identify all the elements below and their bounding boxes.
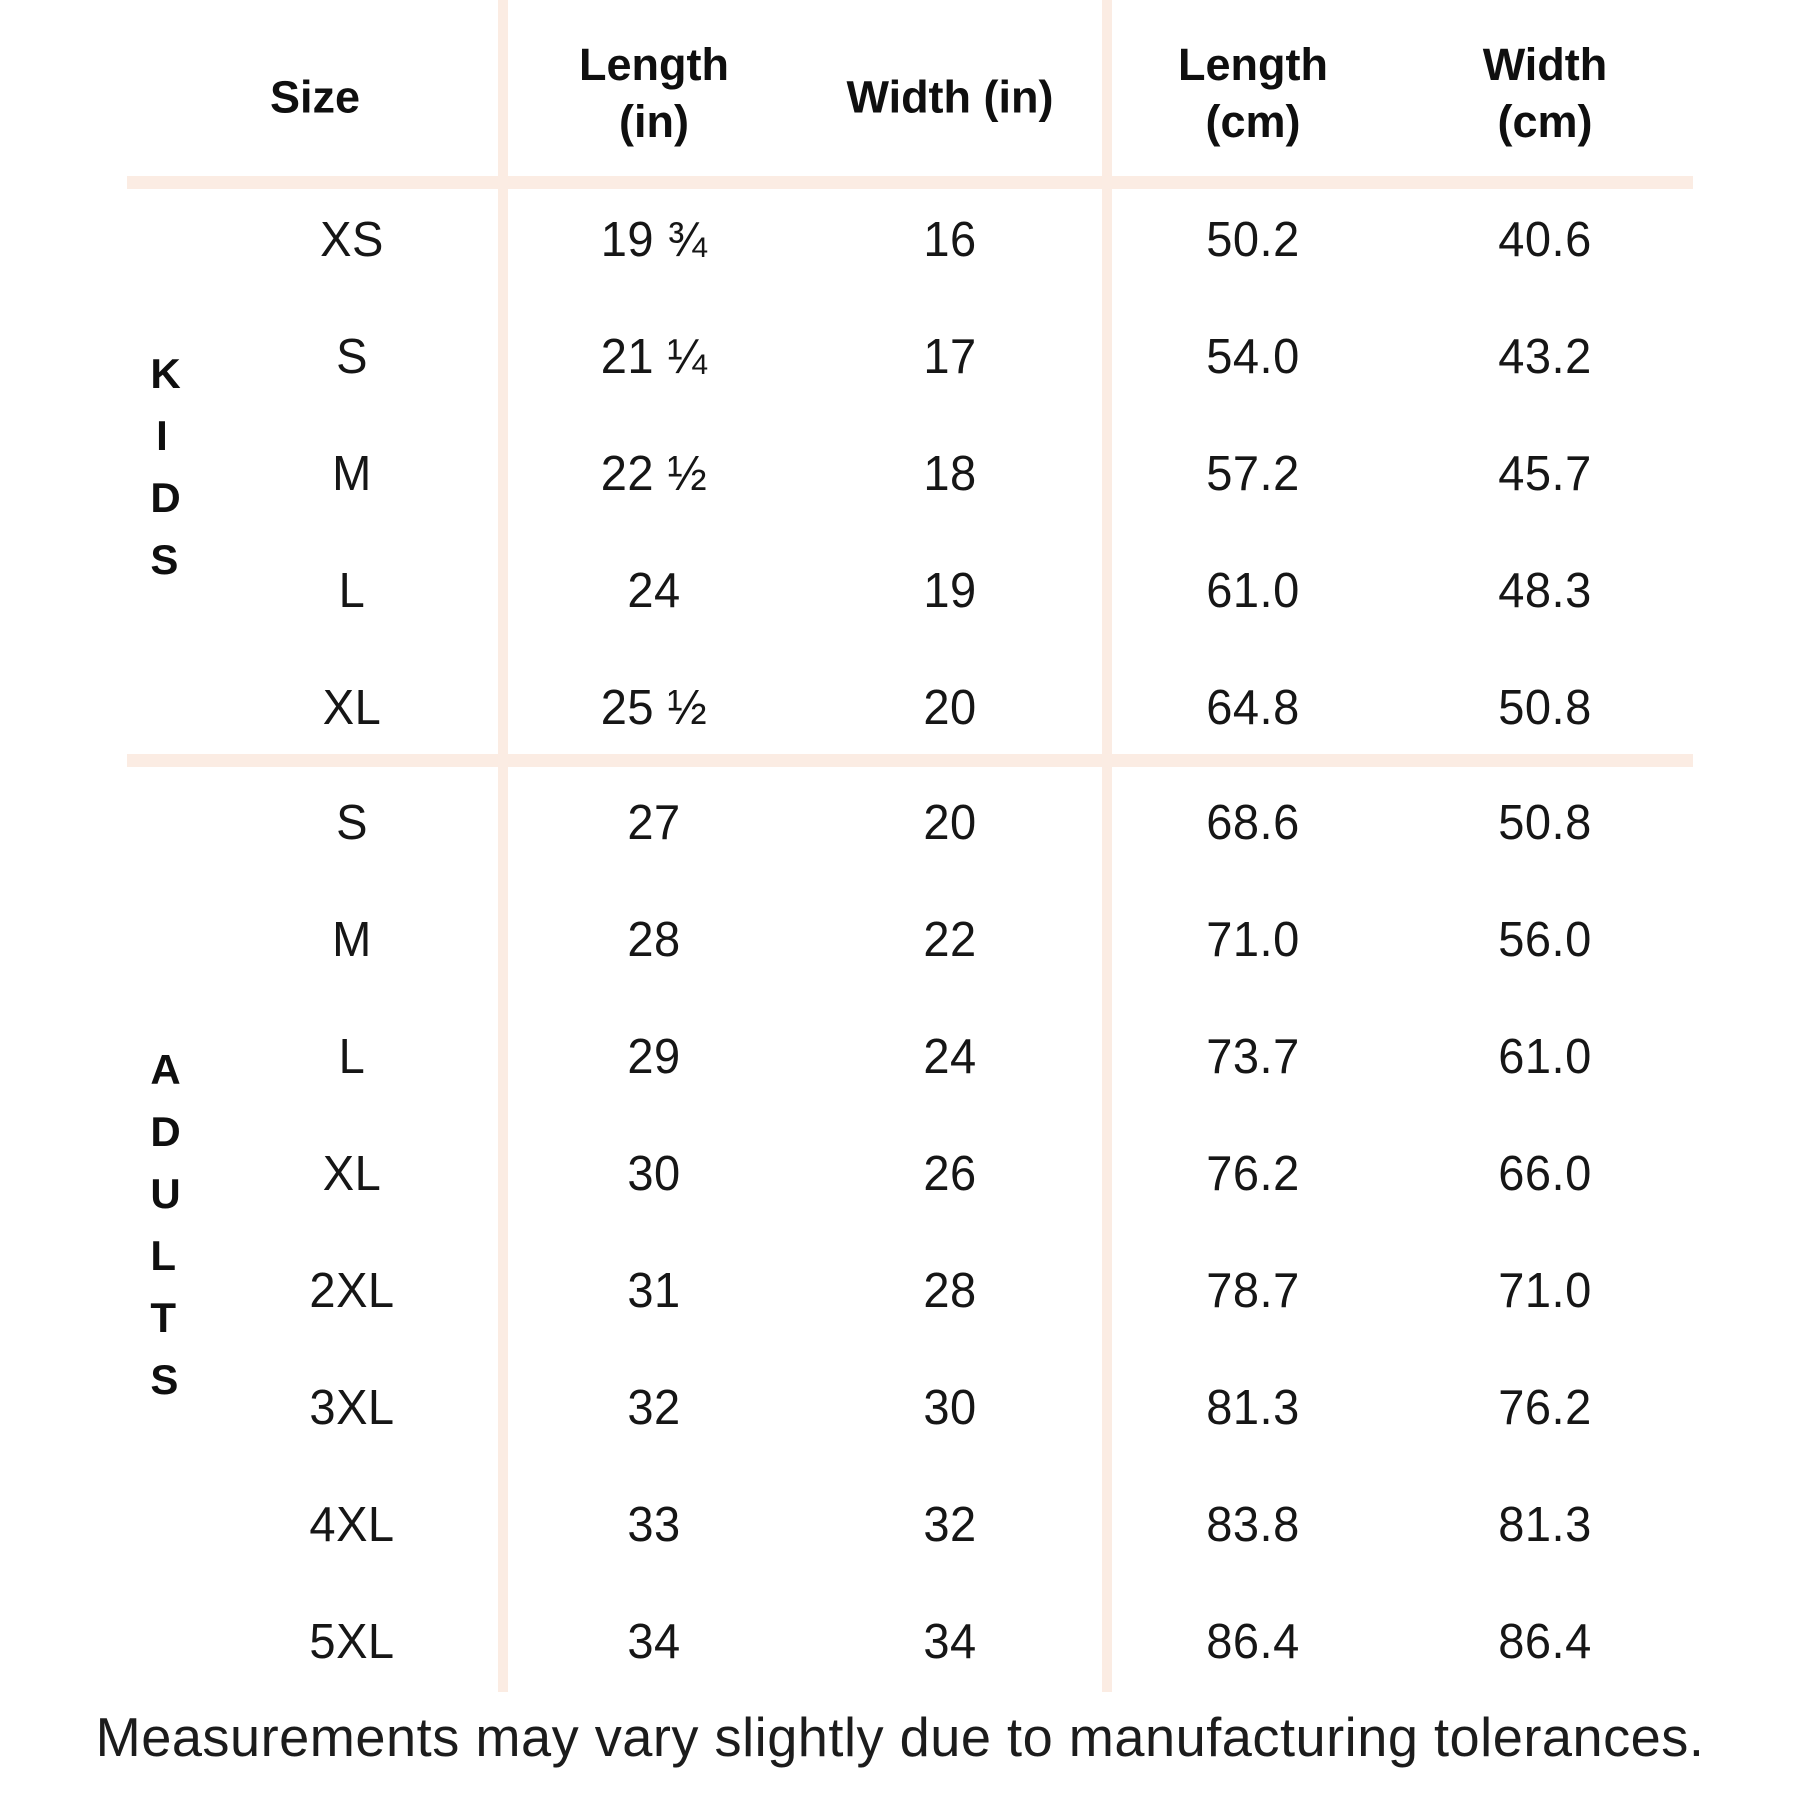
width-cm-cell: 40.6 [1498,213,1592,267]
width-in-cell: 30 [923,1381,977,1435]
length-in-cell: 28 [627,913,681,967]
size-cell: S [336,330,368,384]
width-in-cell: 28 [923,1264,977,1318]
size-cell: XL [322,1147,382,1201]
header-length-cm: Length (cm) [1178,39,1328,147]
size-cell: XL [322,681,382,735]
width-in-cell: 26 [923,1147,977,1201]
width-in-cell: 17 [923,330,977,384]
width-in-cell: 20 [923,681,977,735]
width-cm-cell: 71.0 [1498,1264,1592,1318]
width-in-cell: 32 [923,1498,977,1552]
size-cell: 3XL [309,1381,395,1435]
length-cm-cell: 73.7 [1206,1030,1300,1084]
width-in-cell: 18 [923,447,977,501]
width-in-cell: 22 [923,913,977,967]
width-cm-cell: 50.8 [1498,796,1592,850]
length-in-cell: 34 [627,1615,681,1669]
length-in-cell: 21 ¼ [600,330,708,384]
size-cell: 4XL [309,1498,395,1552]
header-size: Size [269,71,361,123]
size-cell: 2XL [309,1264,395,1318]
length-cm-cell: 86.4 [1206,1615,1300,1669]
length-cm-cell: 57.2 [1206,447,1300,501]
length-cm-cell: 76.2 [1206,1147,1300,1201]
size-cell: 5XL [309,1615,395,1669]
length-cm-cell: 54.0 [1206,330,1300,384]
length-in-cell: 22 ½ [600,447,708,501]
length-cm-cell: 78.7 [1206,1264,1300,1318]
width-cm-cell: 43.2 [1498,330,1592,384]
size-cell: M [332,447,372,501]
length-in-cell: 19 ¾ [600,213,708,267]
length-in-cell: 31 [627,1264,681,1318]
length-cm-cell: 61.0 [1206,564,1300,618]
header-width-in: Width (in) [846,71,1054,123]
length-in-cell: 24 [627,564,681,618]
length-cm-cell: 81.3 [1206,1381,1300,1435]
header-length-in: Length (in) [579,39,729,147]
length-in-cell: 30 [627,1147,681,1201]
size-cell: XS [320,213,384,267]
width-cm-cell: 45.7 [1498,447,1592,501]
size-cell: L [338,1030,366,1084]
section-divider [127,754,1693,767]
width-cm-cell: 86.4 [1498,1615,1592,1669]
length-in-cell: 33 [627,1498,681,1552]
section-label-kids: KIDS [150,350,181,583]
length-cm-cell: 64.8 [1206,681,1300,735]
header-width-cm: Width (cm) [1482,39,1608,147]
length-in-cell: 32 [627,1381,681,1435]
width-in-cell: 19 [923,564,977,618]
size-cell: S [336,796,368,850]
length-in-cell: 29 [627,1030,681,1084]
width-in-cell: 34 [923,1615,977,1669]
length-in-cell: 25 ½ [600,681,708,735]
length-cm-cell: 71.0 [1206,913,1300,967]
footer-note: Measurements may vary slightly due to ma… [95,1706,1705,1768]
width-cm-cell: 61.0 [1498,1030,1592,1084]
column-divider-right [1102,0,1112,1692]
width-in-cell: 20 [923,796,977,850]
width-cm-cell: 81.3 [1498,1498,1592,1552]
header-divider [127,176,1693,189]
section-label-adults: ADULTS [150,1046,181,1403]
size-cell: L [338,564,366,618]
length-cm-cell: 50.2 [1206,213,1300,267]
width-cm-cell: 56.0 [1498,913,1592,967]
width-in-cell: 16 [923,213,977,267]
width-cm-cell: 50.8 [1498,681,1592,735]
length-in-cell: 27 [627,796,681,850]
length-cm-cell: 83.8 [1206,1498,1300,1552]
width-cm-cell: 48.3 [1498,564,1592,618]
width-cm-cell: 76.2 [1498,1381,1592,1435]
width-in-cell: 24 [923,1030,977,1084]
size-cell: M [332,913,372,967]
column-divider-left [498,0,508,1692]
width-cm-cell: 66.0 [1498,1147,1592,1201]
length-cm-cell: 68.6 [1206,796,1300,850]
